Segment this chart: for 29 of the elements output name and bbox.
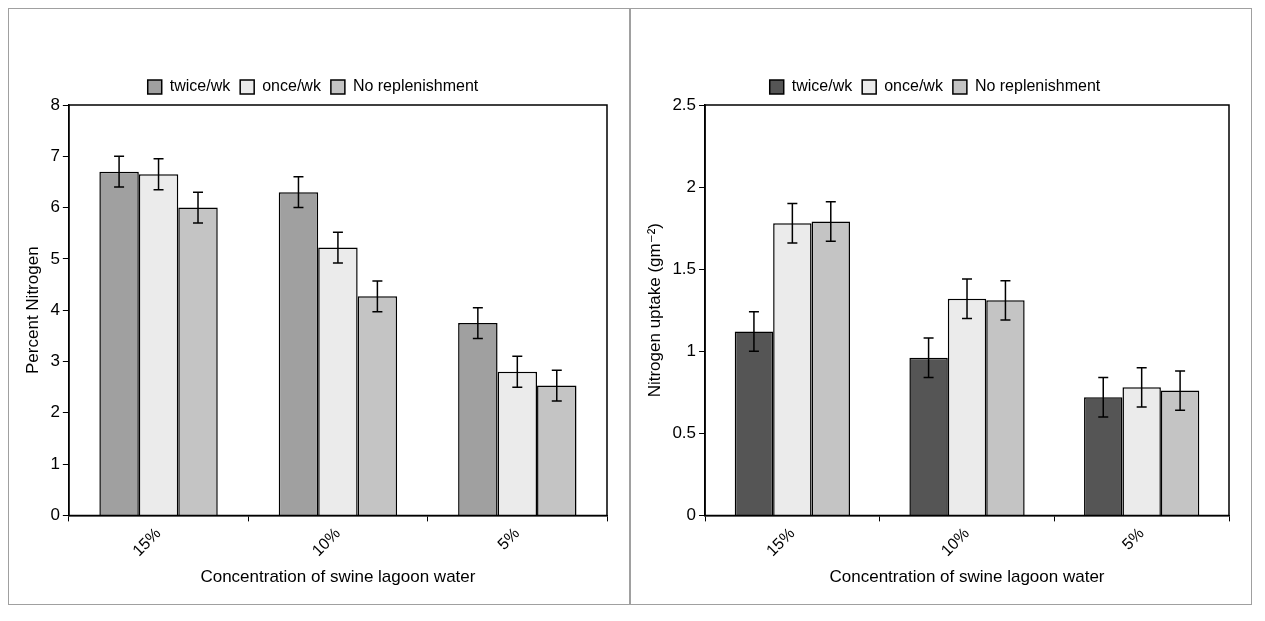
y-tick-label: 2.5 (672, 94, 697, 114)
y-tick-label: 5 (50, 248, 60, 268)
legend-label: twice/wk (791, 77, 854, 95)
y-tick-label: 8 (50, 94, 60, 114)
y-tick-label: 0 (50, 505, 60, 525)
x-tick-label: 10% (308, 524, 344, 560)
y-tick-label: 4 (50, 299, 60, 319)
x-axis-title: Concentration of swine lagoon water (200, 567, 476, 587)
y-tick-label: 1 (686, 340, 697, 360)
x-tick-label: 5% (494, 524, 523, 553)
y-tick-label: 1 (50, 453, 60, 473)
x-tick-label: 10% (937, 524, 973, 560)
legend-label: once/wk (262, 77, 322, 95)
x-axis-title: Concentration of swine lagoon water (829, 567, 1105, 587)
legend-label: No replenishment (974, 77, 1101, 95)
y-tick-label: 0.5 (672, 422, 697, 442)
y-tick-label: 1.5 (672, 258, 697, 278)
legend-label: once/wk (884, 77, 944, 95)
y-tick-label: 2 (686, 176, 697, 196)
y-tick-label: 6 (50, 197, 60, 217)
legend-label: twice/wk (169, 77, 232, 95)
y-tick-label: 7 (50, 145, 60, 165)
x-tick-label: 5% (1118, 524, 1147, 553)
y-tick-label: 3 (50, 351, 60, 371)
y-tick-label: 2 (50, 402, 60, 422)
y-tick-label: 0 (686, 505, 697, 525)
y-axis-title: Percent Nitrogen (22, 246, 42, 374)
legend-label: No replenishment (352, 77, 479, 95)
y-axis-title: Nitrogen uptake (gm⁻²) (644, 223, 664, 398)
